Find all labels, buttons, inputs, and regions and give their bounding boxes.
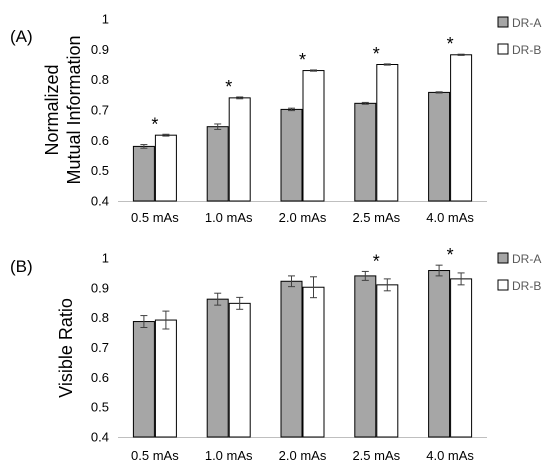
bar-group: * [354, 251, 399, 438]
significance-marker: * [151, 114, 158, 134]
bar-group: * [206, 77, 251, 202]
bar-group [132, 310, 177, 438]
x-tick-label: 1.0 mAs [205, 210, 253, 225]
bar [450, 54, 473, 202]
y-axis-label-line: Mutual Information [64, 35, 84, 184]
bar-group [206, 292, 251, 438]
bar-group: * [428, 34, 473, 202]
bar-group: * [428, 245, 473, 438]
y-tick-label: 0.8 [91, 310, 109, 325]
y-axis-label-line: Visible Ratio [56, 298, 76, 398]
x-tick-label: 4.0 mAs [426, 210, 474, 225]
y-tick-label: 0.9 [91, 280, 109, 295]
y-axis-label: Normalized Mutual Information [42, 35, 84, 184]
chart-panel-1: (A) Normalized Mutual Information 0.4 0.5 0.6… [10, 12, 541, 226]
bar [354, 275, 377, 438]
bar [228, 97, 251, 202]
legend-label: DR-B [512, 279, 541, 293]
chart-panel-2: (B) Visible Ratio 0.4 0.5 0.6 0.7 0.8 0.9 1 0.5 m… [10, 245, 541, 463]
bar [228, 302, 251, 438]
legend-label: DR-B [512, 43, 541, 57]
significance-marker: * [373, 251, 380, 271]
x-tick-label: 0.5 mAs [131, 448, 179, 463]
y-tick-label: 0.5 [91, 400, 109, 415]
legend: DR-A DR-B [497, 252, 541, 293]
bar [206, 126, 229, 202]
bar [428, 270, 451, 438]
y-tick-label: 0.8 [91, 72, 109, 87]
significance-marker: * [447, 245, 454, 265]
bar-group: * [132, 114, 177, 202]
significance-marker: * [299, 50, 306, 70]
legend-swatch [497, 252, 509, 264]
y-tick-label: 0.4 [91, 430, 109, 445]
y-tick-label: 0.6 [91, 133, 109, 148]
legend-swatch [497, 279, 509, 291]
bar [132, 321, 155, 438]
y-tick-label: 0.9 [91, 42, 109, 57]
y-axis-label: Visible Ratio [56, 298, 76, 398]
bar [154, 134, 177, 202]
legend-label: DR-A [512, 252, 541, 266]
panel-label: (B) [10, 257, 33, 276]
significance-marker: * [373, 44, 380, 64]
bar [132, 145, 155, 202]
x-tick-label: 2.5 mAs [352, 210, 400, 225]
bar [354, 102, 377, 202]
bar-group [280, 275, 325, 438]
significance-marker: * [225, 77, 232, 97]
y-tick-label: 0.5 [91, 163, 109, 178]
x-tick-label: 0.5 mAs [131, 210, 179, 225]
legend: DR-A DR-B [497, 16, 541, 57]
legend-swatch [497, 16, 509, 28]
x-tick-label: 2.5 mAs [352, 448, 400, 463]
x-tick-label: 2.0 mAs [279, 210, 327, 225]
y-tick-label: 0.4 [91, 194, 109, 209]
bar [302, 70, 325, 202]
significance-marker: * [447, 34, 454, 54]
legend-label: DR-A [512, 16, 541, 30]
bar [206, 298, 229, 438]
bar [280, 280, 303, 438]
bar-group: * [280, 50, 325, 202]
bar [280, 108, 303, 202]
y-tick-label: 0.7 [91, 103, 109, 118]
bar [376, 64, 399, 202]
x-tick-label: 1.0 mAs [205, 448, 253, 463]
x-tick-label: 4.0 mAs [426, 448, 474, 463]
bar-group: * [354, 44, 399, 202]
bar [450, 278, 473, 438]
legend-swatch [497, 43, 509, 55]
bar [302, 286, 325, 438]
y-tick-label: 0.7 [91, 340, 109, 355]
bar [428, 91, 451, 202]
y-axis-label-line: Normalized [42, 64, 62, 155]
panel-label: (A) [10, 27, 33, 46]
y-tick-label: 1 [102, 12, 109, 27]
y-tick-label: 1 [102, 251, 109, 266]
bar [154, 319, 177, 438]
x-tick-label: 2.0 mAs [279, 448, 327, 463]
bar [376, 284, 399, 438]
y-tick-label: 0.6 [91, 370, 109, 385]
